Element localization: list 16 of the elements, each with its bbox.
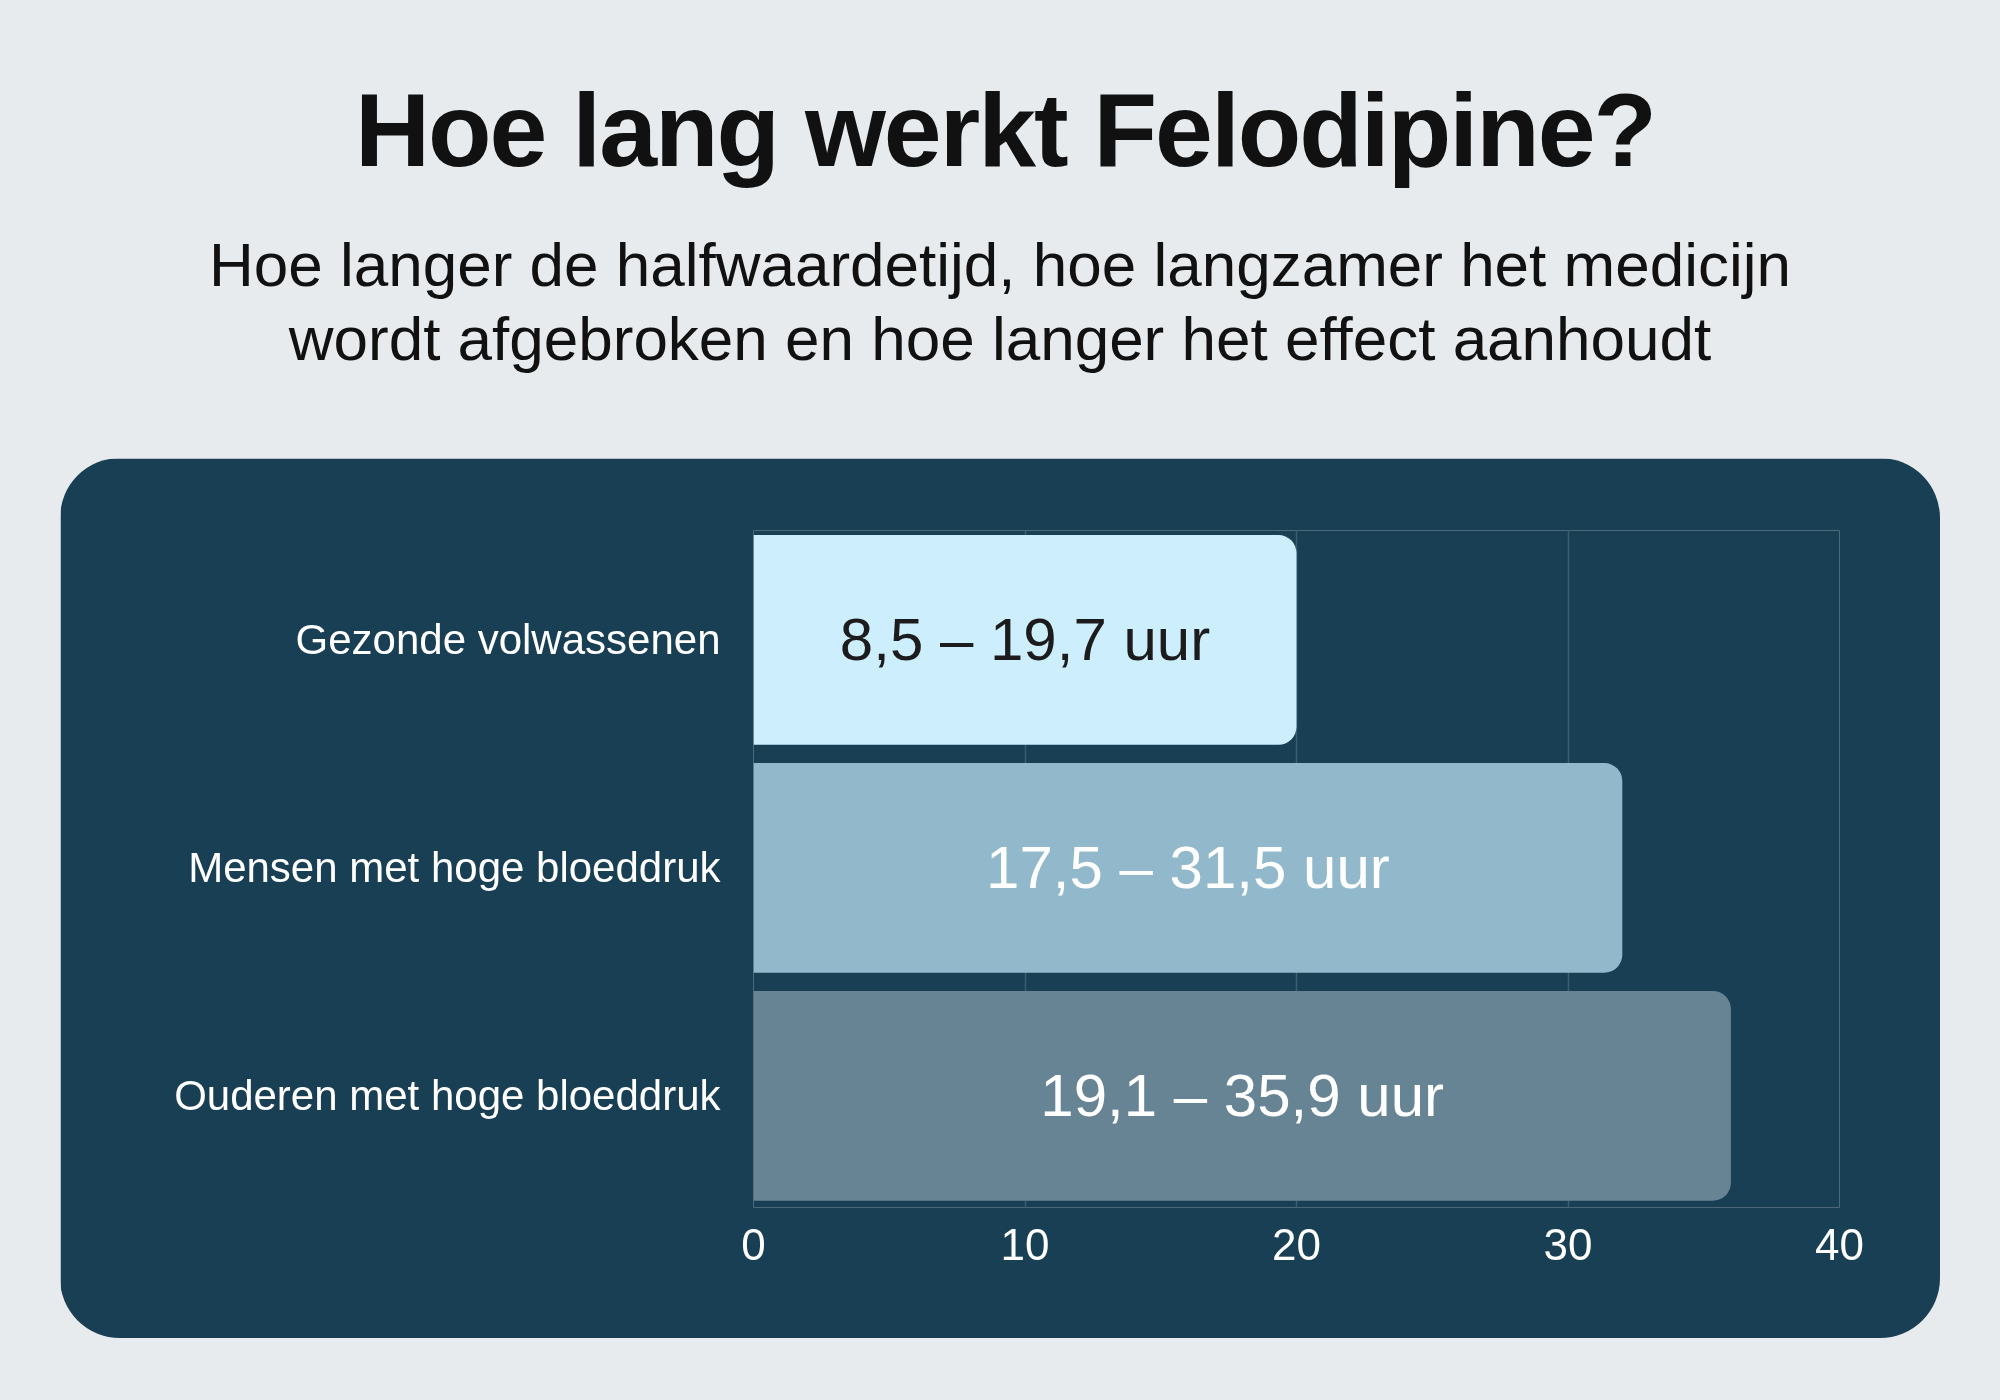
bar	[753, 763, 1623, 973]
y-tick-label: Mensen met hoge bloeddruk	[188, 844, 722, 892]
y-tick-label: Ouderen met hoge bloeddruk	[174, 1072, 722, 1120]
bar	[753, 990, 1731, 1201]
annotation: 19,1 – 35,9 uur	[1040, 1062, 1445, 1130]
x-tick-label: 30	[1543, 1219, 1593, 1269]
annotation: 17,5 – 31,5 uur	[986, 834, 1390, 902]
y-tick-label: Gezonde volwassenen	[295, 616, 721, 664]
bar	[753, 535, 1297, 745]
chart-title: Hoe lang werkt Felodipine?	[354, 72, 1656, 188]
x-tick-label: 40	[1815, 1219, 1864, 1269]
chart-subtitle: Hoe langer de halfwaardetijd, hoe langzamer het medicijn wordt afgebroken en hoe langer het effect aanhoudt	[208, 229, 1792, 375]
annotation: 8,5 – 19,7 uur	[839, 606, 1211, 674]
x-tick-label: 0	[741, 1219, 766, 1269]
x-tick-label: 20	[1272, 1219, 1321, 1269]
x-tick-label: 10	[1000, 1219, 1050, 1269]
